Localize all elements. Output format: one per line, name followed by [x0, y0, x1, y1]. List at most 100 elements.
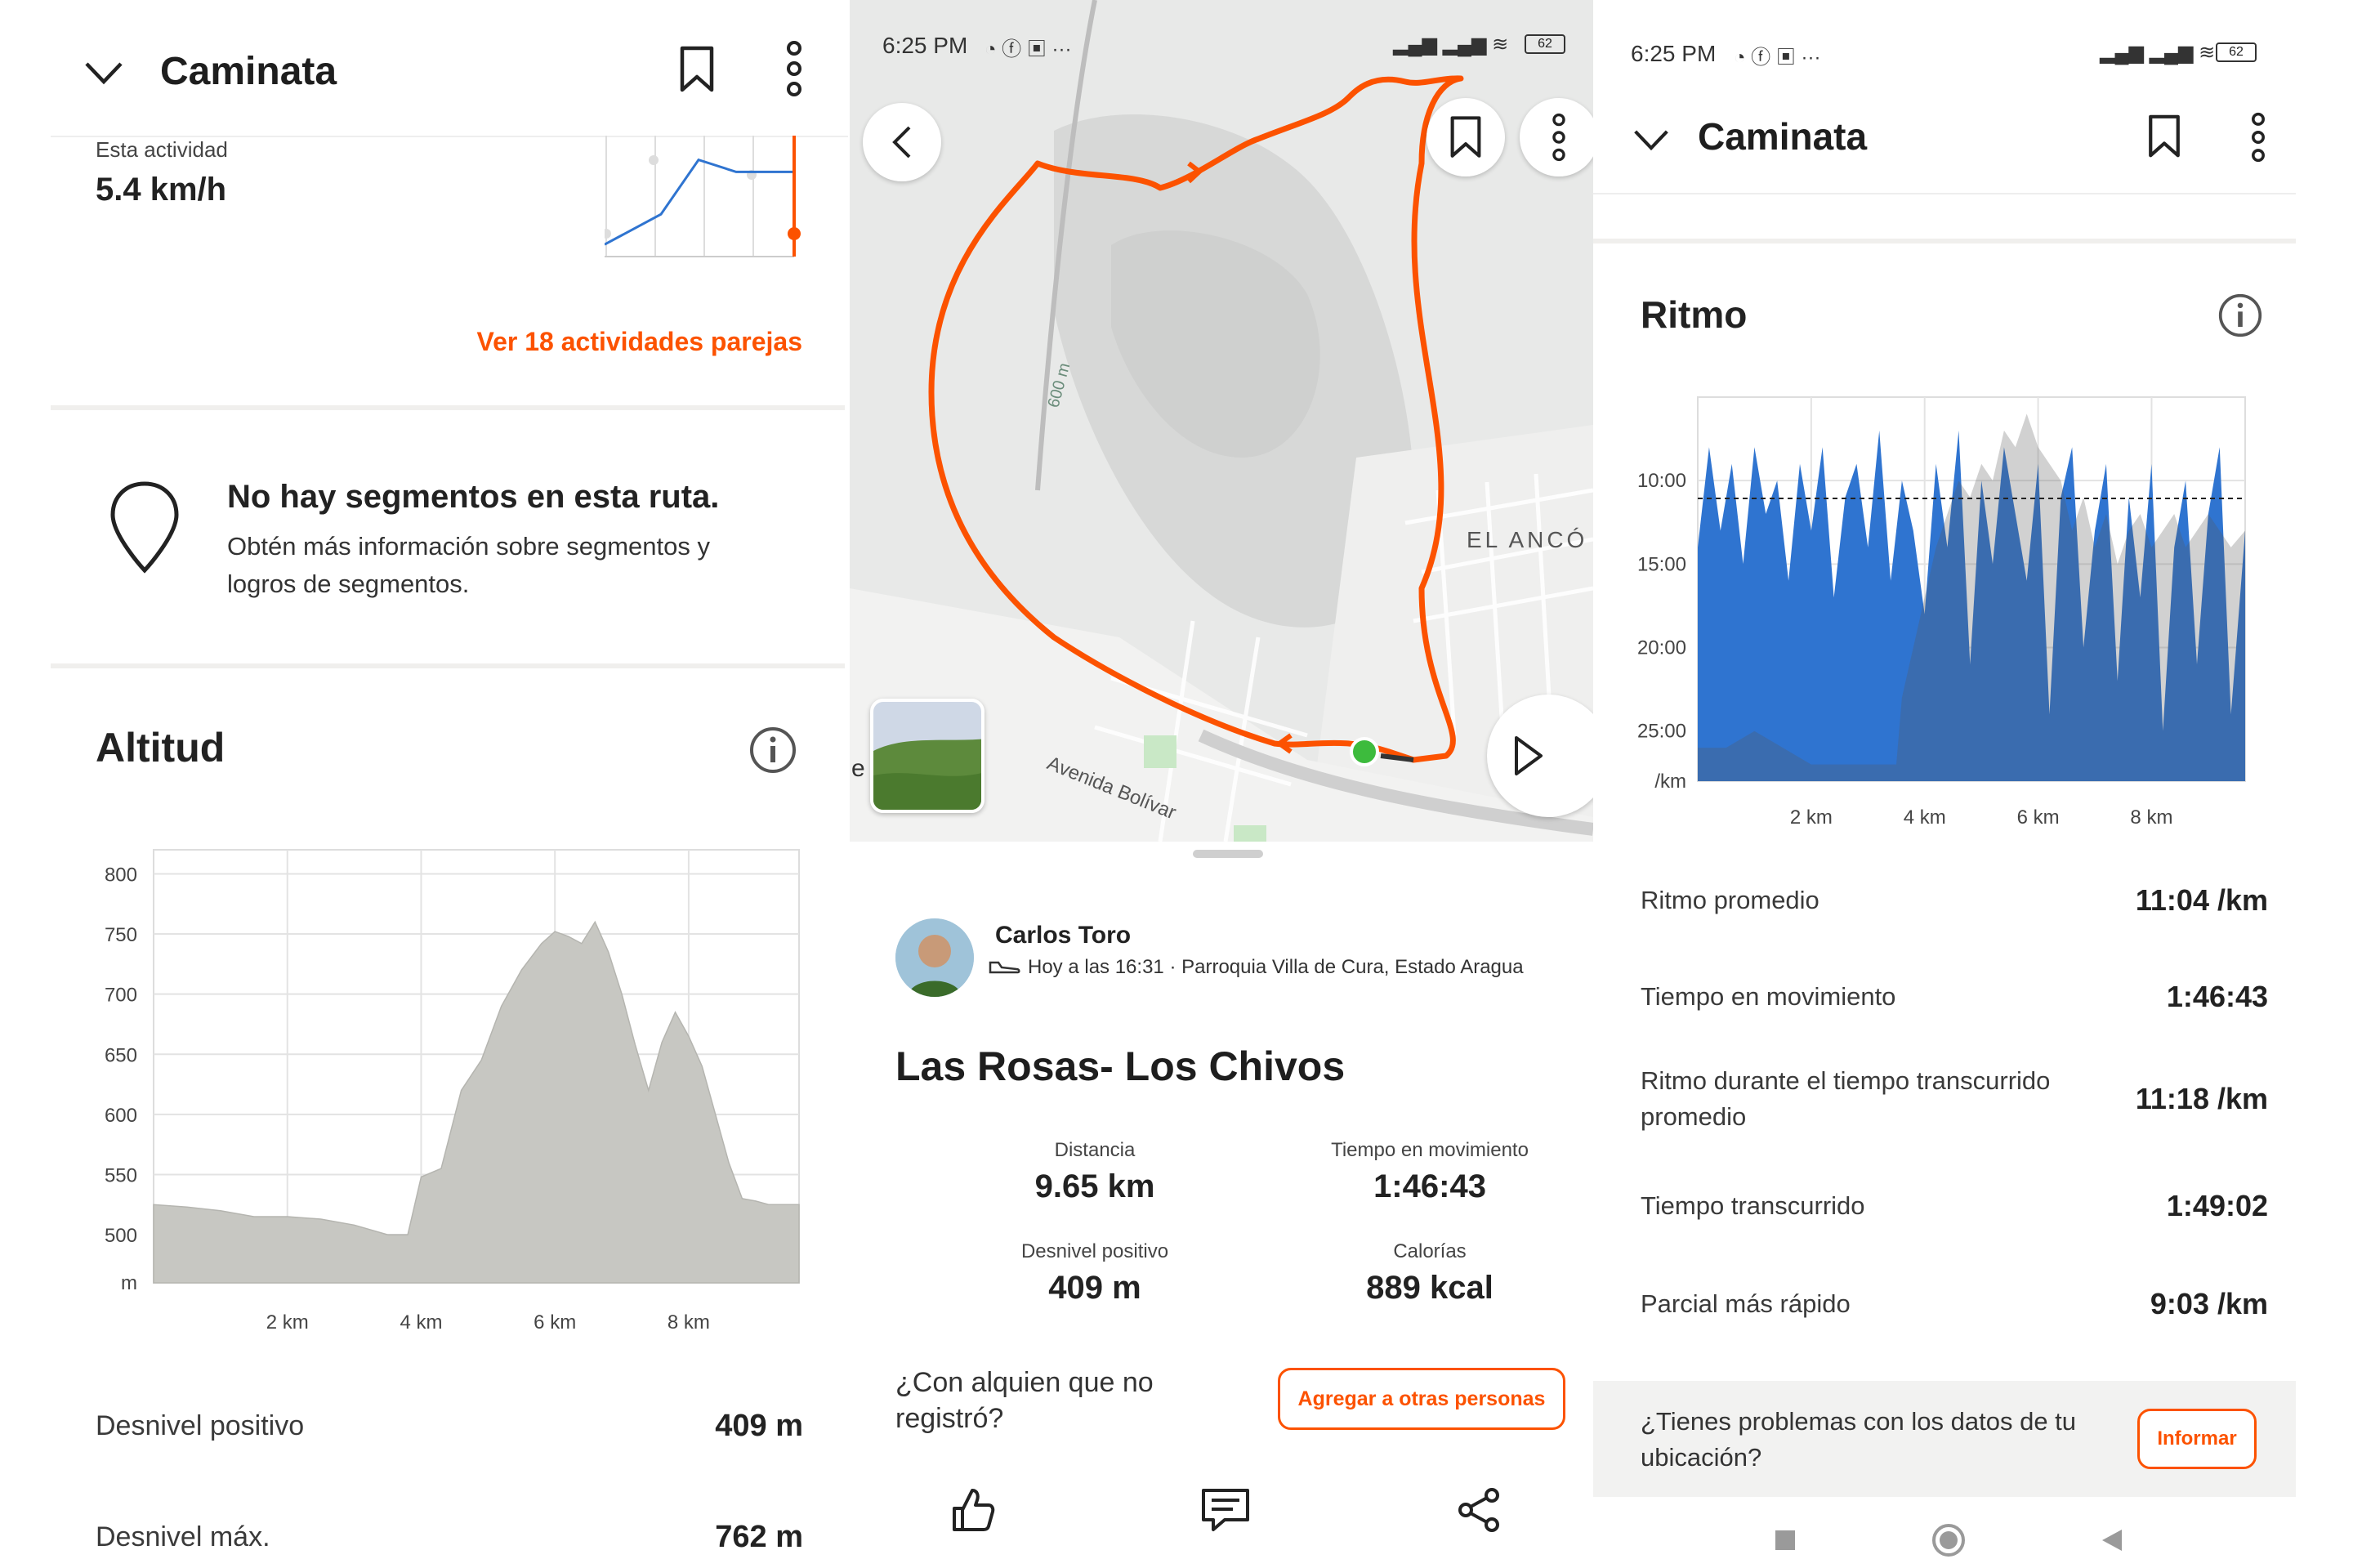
pace-x-tick-label: 8 km: [2130, 806, 2172, 829]
play-icon: [1515, 736, 1543, 775]
chevron-down-icon[interactable]: [1623, 119, 1680, 160]
pace-x-tick-label: 4 km: [1904, 806, 1946, 829]
altitude-x-tick-label: 4 km: [400, 1311, 442, 1333]
stat-label-line-2: promedio: [1641, 1102, 1747, 1131]
kudos-thumbs-up-icon[interactable]: [940, 1477, 1005, 1543]
matched-activities-chart: [605, 136, 801, 257]
matched-activities-link[interactable]: Ver 18 actividades parejas: [476, 327, 802, 356]
shoe-icon: [989, 956, 1021, 980]
stat-row: Desnivel máx. 762 m: [96, 1508, 803, 1566]
pace-comparison-area: [1698, 413, 2245, 781]
activity-title: Las Rosas- Los Chivos: [895, 1043, 1346, 1089]
location-issue-line-1: ¿Tienes problemas con los datos de tu: [1641, 1407, 2077, 1436]
stat-label: Ritmo promedio: [1641, 886, 1819, 914]
chevron-left-icon: [892, 126, 911, 159]
section-divider: [51, 663, 845, 668]
map-label-area: EL ANCÓ: [1467, 527, 1587, 552]
bookmark-icon[interactable]: [670, 42, 724, 96]
bookmark-icon: [1450, 116, 1481, 158]
chevron-down-icon[interactable]: [75, 52, 132, 93]
stat-label-line-1: Ritmo durante el tiempo transcurrido: [1641, 1066, 2051, 1095]
page-title: Caminata: [1698, 115, 1868, 158]
status-notification-icons: ◔ ⓕ ▣ ···: [985, 38, 1072, 60]
location-issue-line-2: ubicación?: [1641, 1443, 1762, 1472]
athlete-name[interactable]: Carlos Toro: [995, 922, 1132, 949]
bookmark-button[interactable]: [1427, 98, 1505, 176]
stat-value: 1:46:43: [2166, 980, 2268, 1013]
report-button[interactable]: Informar: [2137, 1409, 2257, 1469]
altitude-chart: 800 750 700 650 600 550 500 m 2 km 4 km 6 km 8 km: [105, 849, 800, 1333]
header-divider: [51, 136, 848, 137]
pace-title: Ritmo: [1641, 293, 1748, 336]
section-divider: [51, 405, 845, 410]
no-segments-desc-line-1: Obtén más información sobre segmentos y: [227, 532, 710, 561]
stat-value: 1:46:43: [1373, 1168, 1486, 1204]
altitude-y-tick-label: 750: [105, 924, 137, 946]
pace-y-tick-label: 15:00: [1637, 553, 1686, 575]
location-issue-text: ¿Tienes problemas con los datos de tu ub…: [1641, 1404, 2076, 1476]
stat-label: Ritmo durante el tiempo transcurrido pro…: [1641, 1063, 2050, 1135]
stat-value: 409 m: [715, 1408, 803, 1443]
drag-handle[interactable]: [1193, 850, 1263, 858]
with-someone-line-1: ¿Con alquien que no: [895, 1367, 1154, 1398]
stat-value: 889 kcal: [1366, 1270, 1494, 1306]
bookmark-icon[interactable]: [2139, 111, 2190, 162]
altitude-y-tick-label: 700: [105, 985, 137, 1007]
stat-block: Calorías 889 kcal: [1291, 1240, 1569, 1307]
back-button[interactable]: [863, 103, 941, 181]
battery-icon: 62: [1525, 34, 1565, 54]
stat-label: Distancia: [1054, 1139, 1136, 1161]
nav-back-icon[interactable]: [2092, 1520, 2132, 1561]
stat-label: Tiempo en movimiento: [1331, 1139, 1529, 1161]
activity-photo-thumbnail[interactable]: [870, 699, 985, 813]
more-options-icon: [1552, 113, 1565, 162]
stat-label: Desnivel máx.: [96, 1521, 270, 1552]
no-segments-title: No hay segmentos en esta ruta.: [227, 479, 720, 515]
avenue-road: [1198, 729, 1593, 836]
more-options-icon[interactable]: [2237, 109, 2279, 165]
altitude-y-tick-label: 800: [105, 864, 137, 886]
stat-row: Tiempo en movimiento 1:46:43: [1641, 972, 2268, 1021]
pace-x-tick-label: 6 km: [2017, 806, 2060, 829]
pace-x-tick-label: 2 km: [1790, 806, 1833, 829]
info-icon[interactable]: [2216, 291, 2265, 340]
pace-y-tick-label: 10:00: [1637, 470, 1686, 492]
stat-block: Distancia 9.65 km: [956, 1139, 1234, 1205]
route-start-marker: [1350, 737, 1379, 766]
mini-chart-current-dot: [788, 227, 801, 240]
activity-route-line: [928, 75, 1464, 763]
header-divider: [1593, 193, 2296, 194]
signal-icon: ▂▄▆ ▂▄▆ ≋: [2100, 42, 2216, 64]
stat-label: Tiempo transcurrido: [1641, 1191, 1865, 1220]
stat-value: 9:03 /km: [2150, 1287, 2268, 1320]
pace-chart: 2 km 4 km 6 km 8 km 10:00 15:00 20:00 25:00/km: [1637, 396, 2246, 829]
altitude-x-tick-label: 8 km: [668, 1311, 710, 1333]
route-map[interactable]: EL ANCÓ Avenida Bolívar 600 m e: [850, 0, 1593, 842]
signal-icon: ▂▄▆ ▂▄▆ ≋: [1393, 34, 1509, 56]
nav-home-icon[interactable]: [1925, 1517, 1972, 1564]
avatar[interactable]: [895, 918, 974, 997]
mini-chart-speed-line: [605, 158, 793, 246]
stat-value: 11:18 /km: [2135, 1082, 2268, 1115]
more-options-button[interactable]: [1520, 98, 1593, 176]
stat-block: Tiempo en movimiento 1:46:43: [1291, 1139, 1569, 1205]
comment-icon[interactable]: [1193, 1477, 1258, 1543]
middle-panel: EL ANCÓ Avenida Bolívar 600 m e 6:25 PM …: [850, 0, 1593, 1568]
stat-value: 11:04 /km: [2135, 883, 2268, 917]
altitude-y-tick-label: 500: [105, 1225, 137, 1247]
stat-label: Calorías: [1393, 1240, 1467, 1262]
status-time: 6:25 PM: [882, 33, 968, 58]
nav-recents-icon[interactable]: [1765, 1520, 1806, 1561]
add-others-button[interactable]: Agregar a otras personas: [1278, 1368, 1565, 1430]
stat-block: Desnivel positivo 409 m: [956, 1240, 1234, 1307]
stat-row: Tiempo transcurrido 1:49:02: [1641, 1182, 2268, 1231]
more-options-icon[interactable]: [773, 39, 815, 98]
with-someone-prompt: ¿Con alquien que no registró?: [895, 1365, 1154, 1436]
share-icon[interactable]: [1446, 1477, 1511, 1543]
altitude-y-tick-label: 650: [105, 1044, 137, 1066]
info-icon[interactable]: [747, 724, 799, 776]
play-flyover-button[interactable]: [1487, 695, 1593, 817]
altitude-y-unit-label: m: [121, 1272, 137, 1294]
stat-row: Ritmo promedio 11:04 /km: [1641, 876, 2268, 925]
stat-value: 409 m: [1048, 1270, 1141, 1306]
